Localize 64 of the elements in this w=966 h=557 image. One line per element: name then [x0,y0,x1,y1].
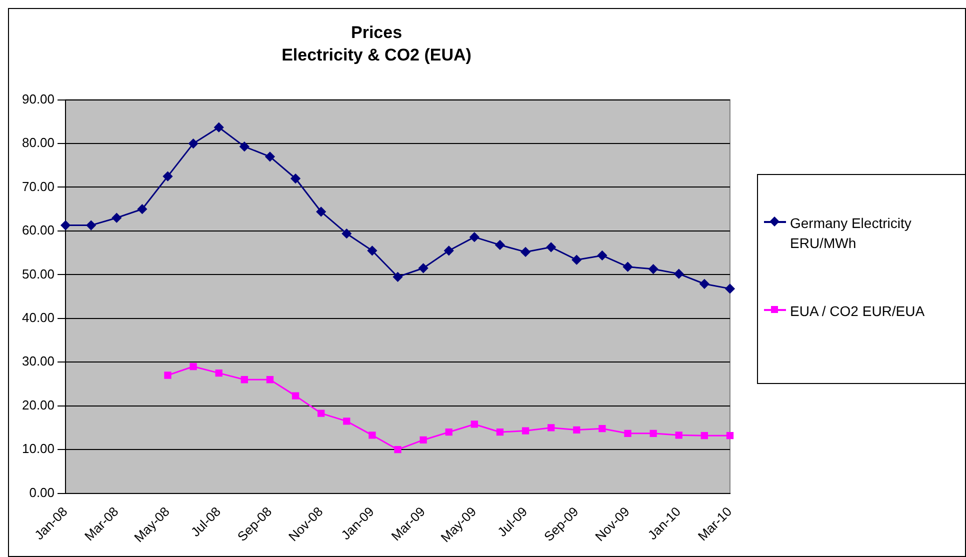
point [265,152,275,162]
point [292,392,300,400]
point [418,263,428,273]
y-tick-label: 20.00 [22,397,55,412]
point [137,204,147,214]
y-tick-label: 60.00 [22,222,55,238]
point [393,272,402,282]
point [470,420,478,428]
point [318,410,325,417]
point [520,247,530,257]
point [367,246,377,256]
chart-title: Prices [350,22,402,42]
point [60,220,70,230]
point [598,425,606,432]
point [700,432,708,440]
y-tick-label: 50.00 [22,266,55,282]
point [316,206,326,216]
y-tick-label: 90.00 [22,91,55,106]
point [290,174,300,184]
point [522,427,530,434]
point [650,430,657,437]
point [573,426,580,434]
point [624,430,632,437]
y-tick-label: 40.00 [22,310,55,325]
point [240,142,250,152]
y-tick-label: 70.00 [22,178,55,194]
point [597,250,607,260]
y-tick-label: 80.00 [22,135,55,150]
point [164,372,172,379]
point [394,446,402,454]
y-tick-label: 30.00 [22,354,55,369]
y-tick-label: 10.00 [22,441,55,456]
point [444,246,454,256]
point [572,255,582,265]
point [112,213,122,223]
point [214,122,224,132]
point [342,228,352,238]
point [548,424,555,432]
point [86,220,96,230]
point [675,432,682,439]
point [343,418,350,425]
point [215,370,222,377]
legend-label: Germany Electricity ERU/MWh [790,214,912,253]
point [495,240,505,250]
chart-subtitle: Electricity & CO2 (EUA) [282,45,472,64]
point [188,138,198,148]
point [470,232,480,242]
point [420,436,427,444]
point [496,428,504,436]
point [700,279,710,289]
point [368,432,376,439]
point [266,376,274,384]
point [623,262,632,272]
point [726,432,734,440]
y-tick-label: 0.00 [29,484,55,500]
point [163,172,173,182]
point [648,264,658,274]
point [725,284,735,294]
legend-label: EUA / CO2 EUR/EUA [790,302,925,321]
point [546,242,556,252]
point [674,269,684,279]
point [190,362,197,370]
point [445,428,452,436]
point [240,376,248,384]
